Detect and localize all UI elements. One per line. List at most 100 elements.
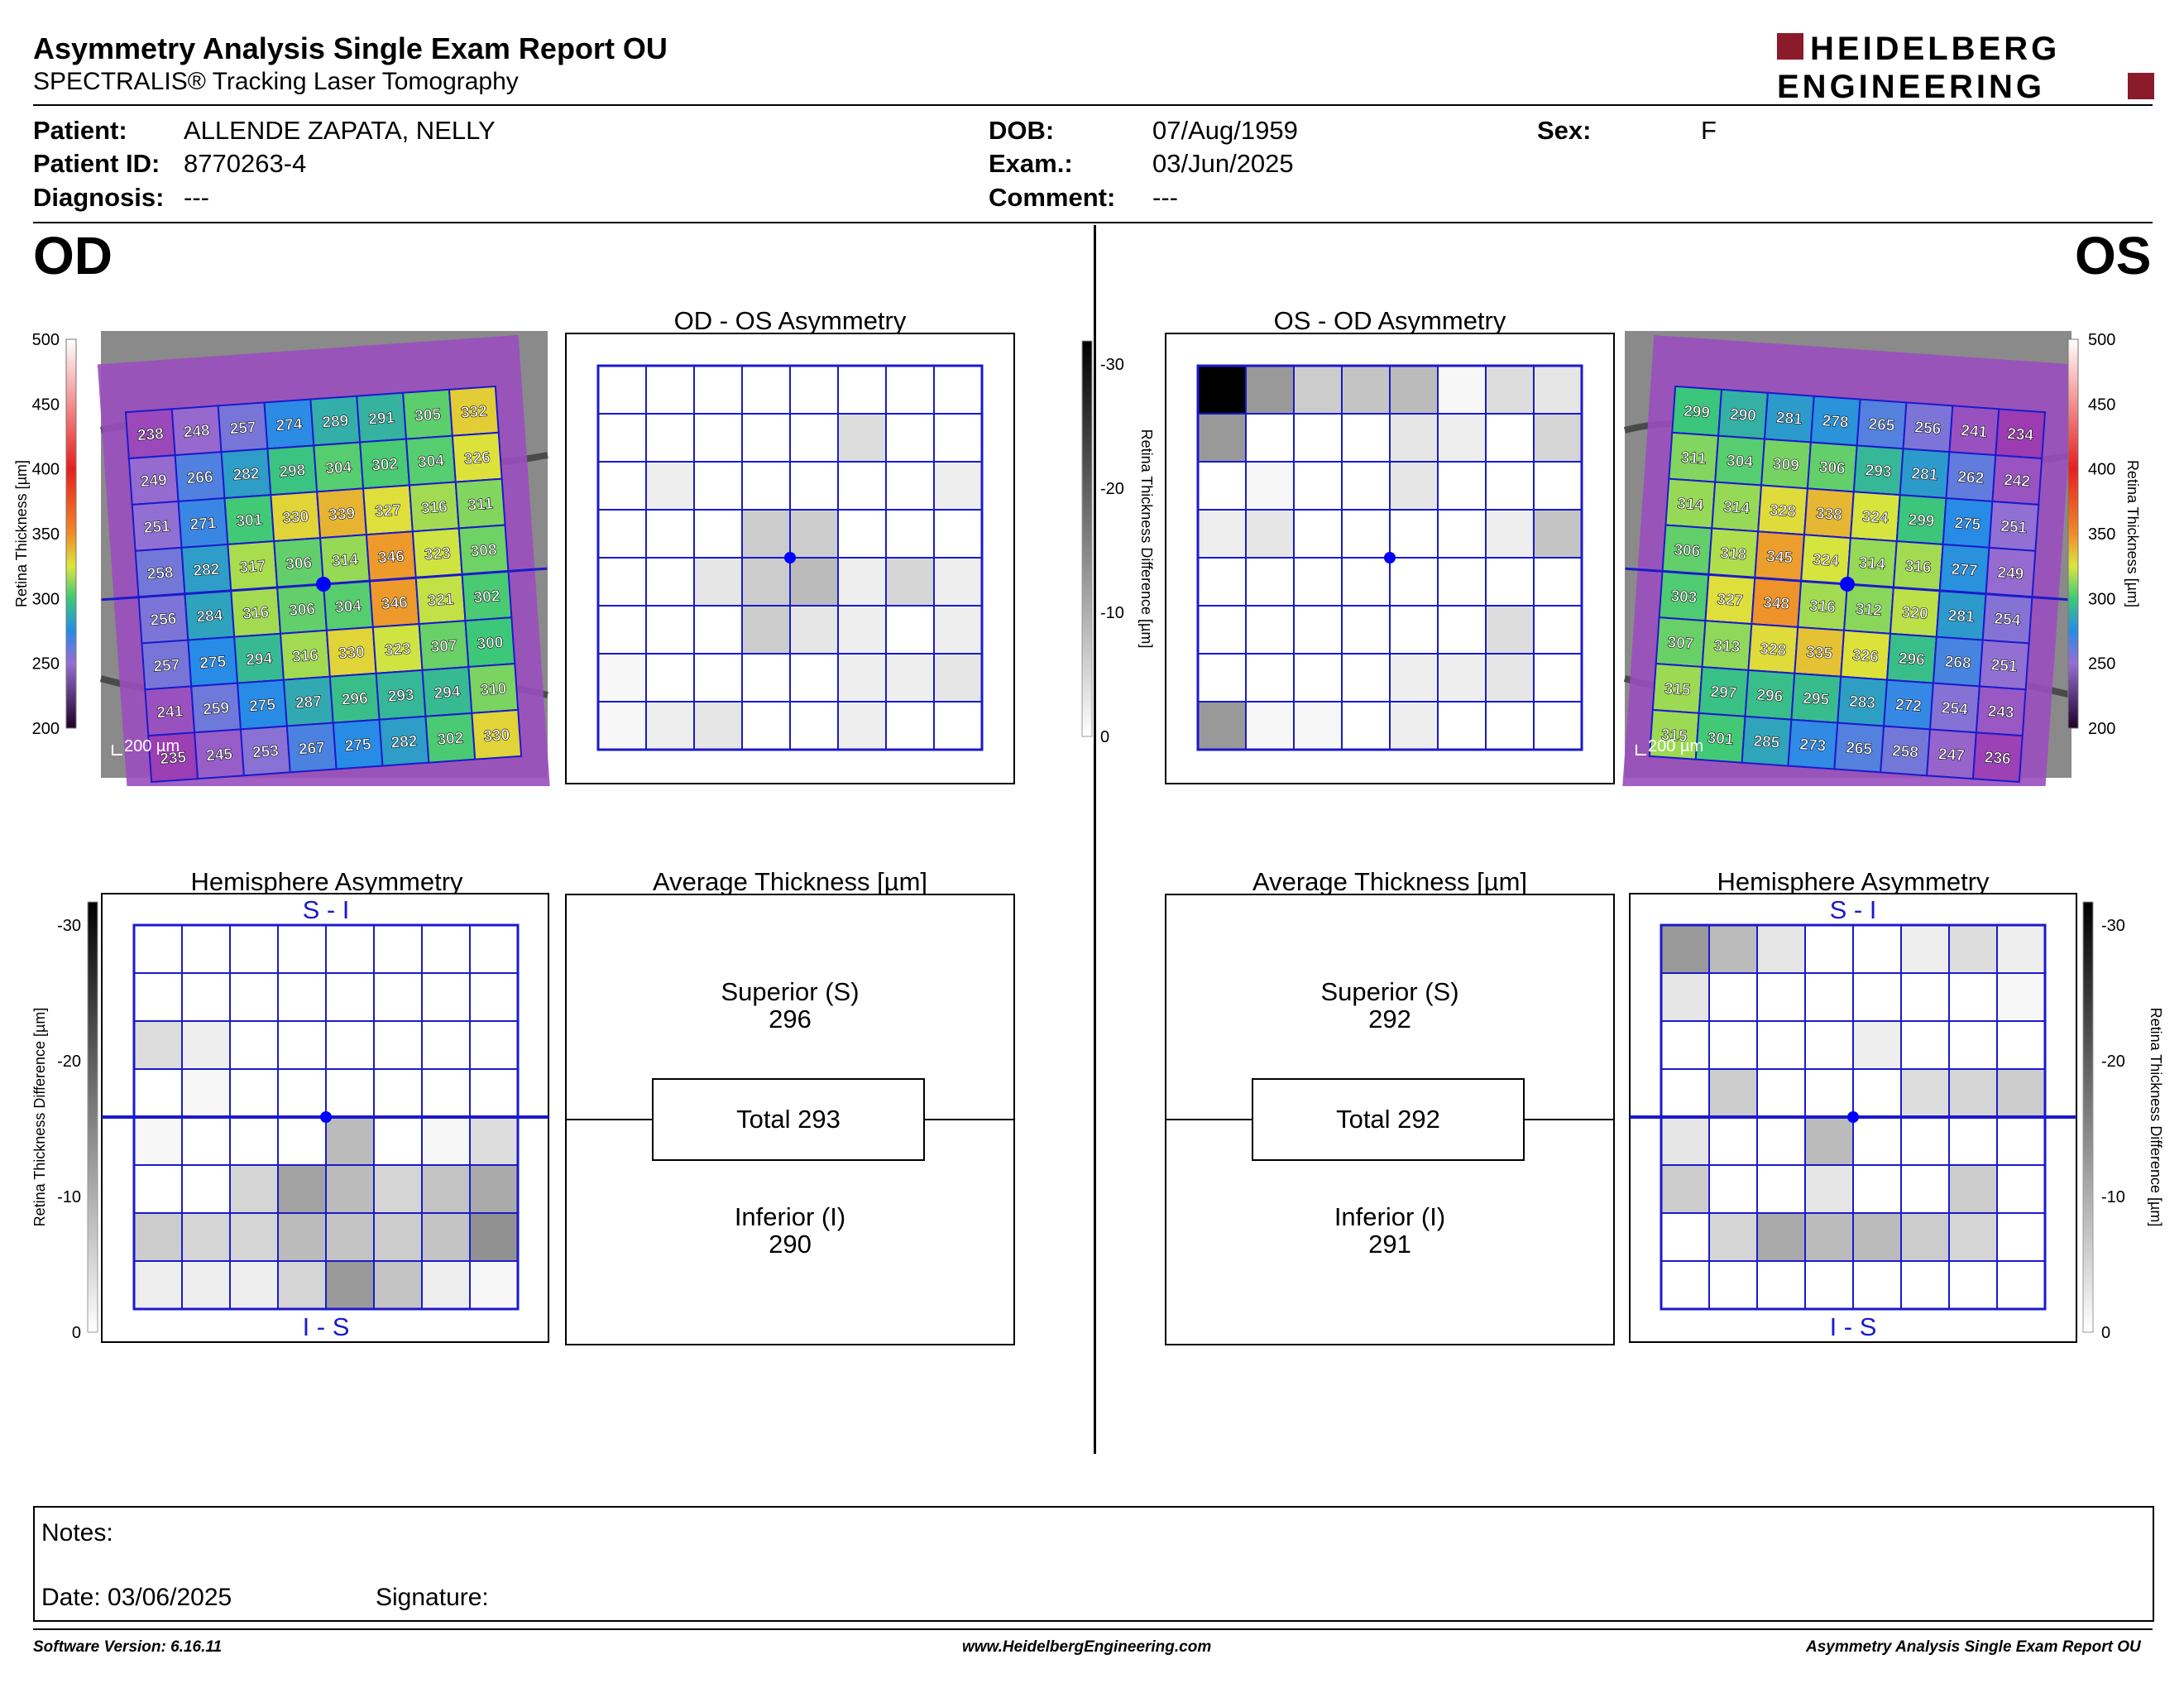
thickness-value: 251 bbox=[143, 518, 171, 537]
thickness-value: 314 bbox=[1723, 498, 1751, 517]
os-hemi-cell bbox=[1948, 1068, 1998, 1118]
os-hemi-cell bbox=[1948, 1116, 1998, 1166]
od-eye-label: OD bbox=[33, 226, 113, 285]
od-hemisphere-grid: S - I I - S -30 -20 -10 0 Retina Thickness Dif… bbox=[31, 893, 549, 1343]
thickness-value: 236 bbox=[1984, 749, 2011, 768]
os-hemi-cell bbox=[1948, 1212, 1998, 1262]
os-superior-label: Superior (S) bbox=[1320, 977, 1459, 1006]
od-asym-cell bbox=[789, 605, 839, 655]
od-asymmetry-grid bbox=[596, 364, 984, 751]
os-asym-cell bbox=[1389, 605, 1439, 655]
os-hemi-cell bbox=[1996, 1260, 2046, 1310]
os-asym-cell bbox=[1245, 653, 1295, 703]
os-hemi-cell bbox=[1948, 972, 1998, 1022]
os-asym-cell bbox=[1389, 461, 1439, 511]
os-hemi-cell bbox=[1804, 1260, 1854, 1310]
report-title: Asymmetry Analysis Single Exam Report OU bbox=[33, 31, 668, 65]
os-asym-cell bbox=[1341, 365, 1391, 415]
os-hemi-bottom-label: I - S bbox=[1830, 1312, 1877, 1341]
thickness-value: 316 bbox=[242, 604, 270, 623]
od-hemi-cell bbox=[325, 972, 375, 1022]
dob-label: DOB: bbox=[989, 116, 1055, 145]
thickness-value: 330 bbox=[483, 727, 510, 746]
od-hemi-title: Hemisphere Asymmetry bbox=[190, 867, 463, 896]
thickness-value: 265 bbox=[1846, 739, 1874, 758]
od-asym-cell bbox=[693, 413, 743, 463]
od-hemi-cell bbox=[181, 1212, 231, 1262]
os-asym-cell bbox=[1437, 701, 1487, 750]
os-hemi-cell bbox=[1660, 1116, 1710, 1166]
thickness-value: 254 bbox=[1941, 699, 1969, 718]
os-hemi-cell bbox=[1804, 1068, 1854, 1118]
thickness-value: 254 bbox=[1994, 611, 2022, 630]
od-asym-cell bbox=[933, 413, 983, 463]
thickness-value: 323 bbox=[384, 640, 411, 659]
thickness-value: 304 bbox=[1726, 452, 1754, 471]
thickness-value: 298 bbox=[279, 462, 306, 481]
thickness-value: 266 bbox=[186, 468, 213, 487]
od-asym-cell bbox=[597, 413, 647, 463]
os-hemi-cell bbox=[1660, 1068, 1710, 1118]
thickness-value: 297 bbox=[1710, 683, 1737, 703]
thickness-value: 291 bbox=[368, 410, 396, 429]
thickness-value: 306 bbox=[1818, 458, 1846, 477]
thickness-value: 316 bbox=[1808, 597, 1836, 616]
od-asym-cell bbox=[741, 701, 791, 750]
thickness-value: 287 bbox=[295, 693, 322, 712]
os-hemi-cell bbox=[1660, 1164, 1710, 1214]
thickness-value: 330 bbox=[338, 644, 365, 663]
od-asym-cell bbox=[789, 365, 839, 415]
os-asym-cell bbox=[1341, 605, 1391, 655]
od-hemi-cell bbox=[421, 1068, 471, 1118]
od-asym-cell bbox=[885, 365, 935, 415]
od-hemi-cell bbox=[325, 1260, 375, 1310]
od-asym-cell bbox=[885, 557, 935, 607]
od-hemi-cell bbox=[181, 1020, 231, 1070]
os-asym-title: OS - OD Asymmetry bbox=[1273, 306, 1506, 335]
od-hemi-cell bbox=[229, 1212, 279, 1262]
os-asym-cell bbox=[1197, 701, 1247, 750]
patient-label: Patient: bbox=[33, 116, 127, 145]
od-asym-fovea-dot bbox=[784, 552, 796, 563]
od-hemi-cell bbox=[325, 1212, 375, 1262]
thickness-value: 293 bbox=[387, 687, 414, 706]
os-avg-title: Average Thickness [µm] bbox=[1252, 867, 1528, 896]
od-asym-cell bbox=[789, 557, 839, 607]
od-asym-cell bbox=[741, 509, 791, 559]
od-asym-border bbox=[596, 364, 984, 751]
thickness-value: 249 bbox=[140, 472, 167, 491]
os-hemi-cell bbox=[1708, 1164, 1758, 1214]
od-hemi-cell bbox=[325, 1020, 375, 1070]
od-inferior-label: Inferior (I) bbox=[734, 1202, 846, 1231]
od-hemi-cell bbox=[373, 1164, 423, 1214]
od-hemi-cell bbox=[325, 1164, 375, 1214]
od-asym-cell bbox=[741, 413, 791, 463]
od-asym-cell bbox=[741, 461, 791, 511]
od-asym-cell bbox=[933, 557, 983, 607]
od-hemi-cell bbox=[373, 1020, 423, 1070]
diff-tick: 0 bbox=[72, 1324, 81, 1342]
os-hemi-cell bbox=[1660, 1212, 1710, 1262]
os-asym-cell bbox=[1341, 557, 1391, 607]
os-asym-cell bbox=[1197, 605, 1247, 655]
od-asym-cell bbox=[741, 653, 791, 703]
diagnosis-value: --- bbox=[184, 183, 209, 212]
od-hemi-cell bbox=[373, 972, 423, 1022]
os-hemi-cell bbox=[1900, 1116, 1950, 1166]
thickness-value: 314 bbox=[1677, 495, 1705, 514]
od-asym-cell bbox=[597, 557, 647, 607]
thickness-tick: 300 bbox=[2088, 590, 2115, 608]
od-asym-cell bbox=[933, 701, 983, 750]
thickness-value: 306 bbox=[285, 554, 313, 573]
footer-url[interactable]: www.HeidelbergEngineering.com bbox=[962, 1638, 1212, 1656]
thickness-tick: 250 bbox=[32, 655, 60, 674]
scale-bar bbox=[112, 745, 122, 755]
thickness-tick: 450 bbox=[2088, 396, 2115, 414]
thickness-value: 306 bbox=[289, 601, 316, 620]
os-asym-cell bbox=[1437, 605, 1487, 655]
thickness-value: 289 bbox=[322, 412, 349, 431]
thickness-tick: 400 bbox=[2088, 461, 2115, 479]
od-asym-cell bbox=[597, 509, 647, 559]
diff-tick: 0 bbox=[2101, 1324, 2110, 1342]
os-hemi-cell bbox=[1852, 1068, 1902, 1118]
